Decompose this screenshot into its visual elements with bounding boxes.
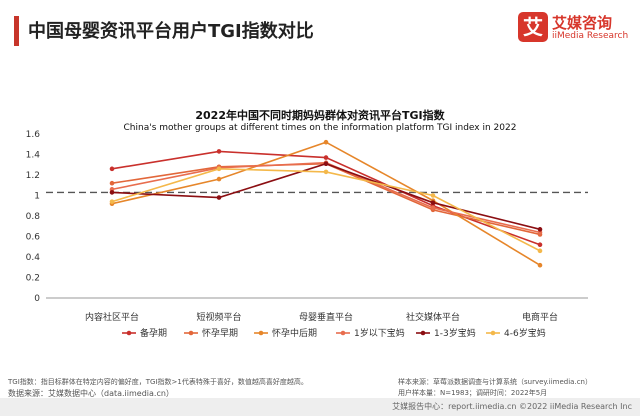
- y-tick-label: 1.2: [26, 171, 40, 181]
- data-point: [216, 166, 222, 172]
- data-point: [537, 242, 543, 247]
- legend-swatch-marker: [490, 330, 496, 336]
- sample-source-note: 样本来源：草莓派数据调查与计算系统（survey.iimedia.cn）: [398, 378, 592, 386]
- legend-label: 1-3岁宝妈: [434, 327, 476, 339]
- x-tick-label: 短视频平台: [196, 311, 241, 323]
- footer-text: 艾媒报告中心：report.iimedia.cn ©2022 iiMedia R…: [392, 402, 632, 411]
- legend-label: 备孕期: [140, 327, 167, 339]
- x-tick-label: 社交媒体平台: [406, 311, 460, 323]
- x-tick-label: 内容社区平台: [85, 311, 139, 323]
- data-point: [537, 262, 543, 268]
- y-tick-label: 1.4: [26, 151, 41, 161]
- tgi-definition-note: TGI指数：指目标群体在特定内容的偏好度，TGI指数>1代表特殊于喜好，数值越高…: [8, 378, 308, 386]
- y-tick-label: 1: [34, 192, 40, 202]
- footer-bar: 艾媒报告中心：report.iimedia.cn ©2022 iiMedia R…: [0, 398, 640, 416]
- data-point: [109, 199, 115, 204]
- data-point: [323, 161, 329, 167]
- x-tick-label: 母婴垂直平台: [299, 311, 353, 323]
- legend-label: 怀孕中后期: [272, 327, 317, 339]
- series-line: [111, 168, 541, 252]
- series-line: [111, 162, 541, 236]
- chart-subtitle: China's mother groups at different times…: [123, 123, 517, 133]
- data-point: [216, 149, 222, 154]
- data-point: [216, 195, 222, 200]
- data-point: [430, 193, 436, 198]
- y-tick-label: 0.8: [26, 212, 41, 222]
- legend-swatch-marker: [420, 330, 426, 336]
- chart-title: 2022年中国不同时期妈妈群体对资讯平台TGI指数: [195, 109, 445, 122]
- y-tick-label: 0: [34, 294, 40, 304]
- title-accent-bar: [14, 16, 19, 46]
- y-tick-label: 0.4: [26, 253, 41, 263]
- data-point: [216, 176, 222, 182]
- data-point: [109, 180, 115, 186]
- y-tick-label: 0.6: [26, 233, 41, 243]
- data-point: [323, 139, 329, 145]
- y-tick-label: 1.6: [26, 130, 41, 140]
- legend-label: 1岁以下宝妈: [354, 327, 405, 339]
- data-point: [430, 200, 436, 205]
- logo-name-en: iiMedia Research: [552, 31, 629, 41]
- data-point: [537, 248, 543, 254]
- legend-label: 怀孕早期: [202, 327, 238, 339]
- iimedia-logo: 艾 艾媒咨询 iiMedia Research: [518, 12, 629, 46]
- page-title: 中国母婴资讯平台用户TGI指数对比: [28, 21, 314, 42]
- data-point: [537, 227, 543, 232]
- legend-swatch-marker: [340, 330, 346, 336]
- data-point: [430, 205, 436, 211]
- y-tick-label: 0.2: [26, 274, 40, 284]
- legend-label: 4-6岁宝妈: [504, 327, 546, 339]
- sample-info-note: 用户样本量：N=1983；调研时间：2022年5月: [398, 389, 548, 397]
- legend-swatch-marker: [188, 330, 194, 336]
- x-tick-label: 电商平台: [522, 311, 558, 323]
- logo-mark-icon: 艾: [518, 12, 548, 42]
- legend-swatch-marker: [258, 330, 264, 336]
- logo-name-cn: 艾媒咨询: [552, 14, 613, 32]
- legend-swatch-marker: [126, 330, 132, 336]
- data-point: [109, 190, 115, 195]
- data-point: [323, 169, 329, 175]
- data-source-note: 数据来源：艾媒数据中心（data.iimedia.cn）: [8, 389, 174, 398]
- data-point: [109, 166, 115, 172]
- data-point: [323, 155, 329, 160]
